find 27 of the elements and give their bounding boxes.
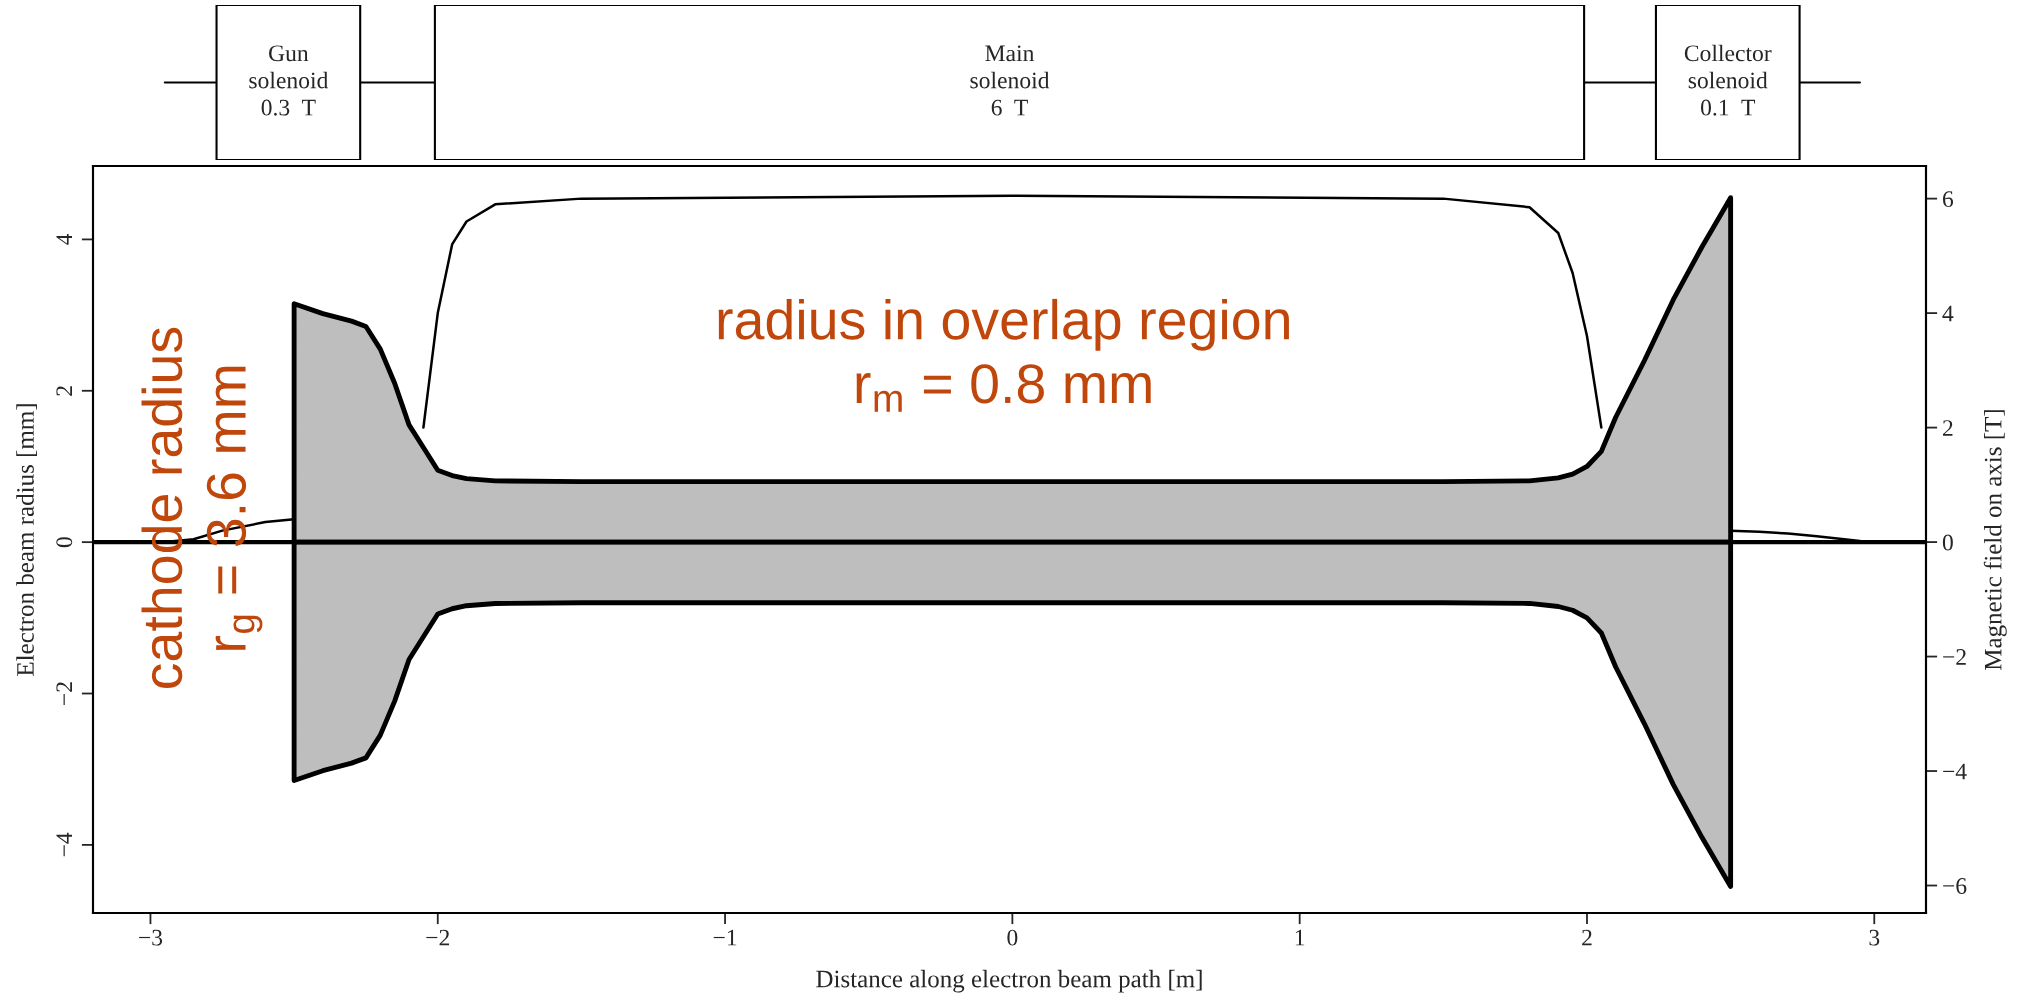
y2-tick-label: −2 — [1943, 649, 1966, 665]
y2-tick-label: 0 — [1942, 534, 1953, 551]
x-axis-title: Distance along electron beam path [m] — [816, 969, 1202, 993]
x-tick-label: −3 — [139, 929, 163, 946]
x-tick-label: 0 — [1007, 929, 1018, 946]
y-tick-label: 4 — [56, 233, 72, 245]
text: Main solenoid 6 T — [970, 45, 1050, 116]
y2-axis-title: Magnetic field on axis [T] — [1983, 410, 2007, 670]
x-tick-label: 3 — [1869, 929, 1880, 946]
y2-tick-label: −6 — [1943, 878, 1967, 894]
text: Gun solenoid 0.3 T — [249, 45, 329, 116]
x-tick-label: 1 — [1295, 929, 1305, 946]
y-tick-label: 2 — [56, 386, 72, 396]
y-tick-label: −2 — [56, 682, 72, 705]
annotation: radius in overlap region r$_{m}$ = 0.8 mm — [718, 298, 1289, 412]
y-axis-title: Electron beam radius [mm] — [16, 404, 37, 676]
y2-tick-label: 4 — [1942, 305, 1954, 322]
annotation: cathode radius r$_{g}$ = 3.6 mm — [141, 327, 263, 688]
y2-tick-label: −4 — [1943, 763, 1967, 780]
x-tick-label: 2 — [1582, 929, 1592, 946]
x-tick-label: −1 — [713, 929, 737, 946]
y2-tick-label: 6 — [1942, 191, 1954, 208]
y-tick-label: −4 — [56, 832, 72, 857]
y2-tick-label: 2 — [1943, 420, 1953, 436]
x-tick-label: −2 — [426, 929, 450, 946]
y-tick-label: 0 — [56, 537, 73, 548]
text: Collector solenoid 0.1 T — [1684, 44, 1772, 116]
